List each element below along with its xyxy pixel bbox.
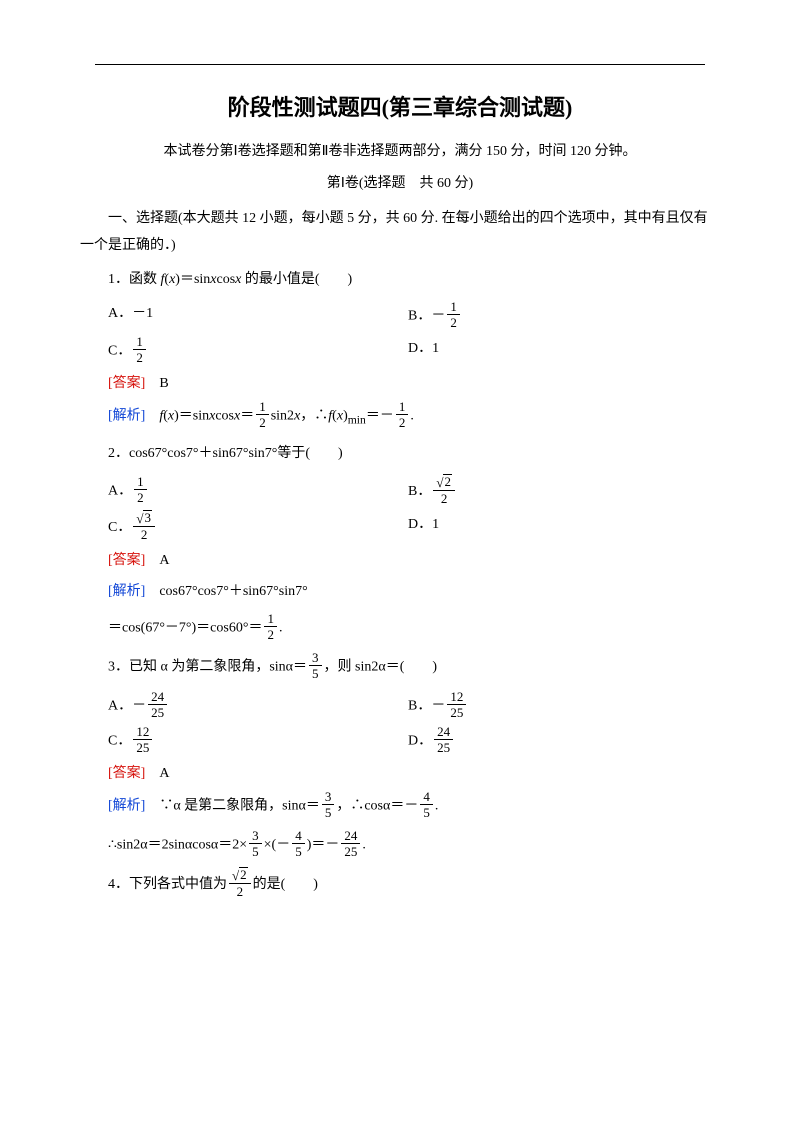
q3-optD: D．2425 [408, 727, 668, 756]
q3-explain2: ∴sin2α＝2sinαcosα＝2×35×(－45)＝－2425. [108, 831, 720, 860]
q2-options-row1: A．12 B．22 [108, 477, 720, 507]
q2-answer: [答案] A [108, 549, 720, 569]
q3-optB: B．－1225 [408, 692, 668, 721]
q1-optB: B．－12 [408, 302, 668, 331]
q1-fx: f [161, 272, 165, 287]
q3-explain1: [解析] ∵α 是第二象限角，sinα＝35，∴cosα＝－45. [108, 792, 720, 821]
q1-optC: C．12 [108, 337, 408, 366]
q1-stem: 1．函数 f(x)＝sinxcosx 的最小值是( ) [108, 267, 720, 292]
q2-options-row2: C．32 D．1 [108, 513, 720, 543]
q1-optA: A．－1 [108, 302, 408, 331]
q2-stem: 2．cos67°cos7°＋sin67°sin7°等于( ) [108, 441, 720, 466]
q4-stem: 4．下列各式中值为22的是( ) [108, 870, 720, 900]
q1-stem-pre: 1．函数 [108, 272, 161, 287]
q1-optD: D．1 [408, 337, 668, 366]
q2-explain1: [解析] cos67°cos7°＋sin67°sin7° [108, 579, 720, 604]
exam-intro: 本试卷分第Ⅰ卷选择题和第Ⅱ卷非选择题两部分，满分 150 分，时间 120 分钟… [80, 140, 720, 160]
section-header: 第Ⅰ卷(选择题 共 60 分) [80, 172, 720, 192]
q3-options-row2: C．1225 D．2425 [108, 727, 720, 756]
q3-optC: C．1225 [108, 727, 408, 756]
q1-answer: [答案] B [108, 372, 720, 392]
q2-optC: C．32 [108, 513, 408, 543]
explain-label: [解析] [108, 409, 145, 424]
q3-optA: A．－2425 [108, 692, 408, 721]
q1-explain: [解析] f(x)＝sinxcosx＝12sin2x，∴f(x)min＝－12. [108, 402, 720, 431]
page-title: 阶段性测试题四(第三章综合测试题) [80, 90, 720, 122]
section-instructions: 一、选择题(本大题共 12 小题，每小题 5 分，共 60 分. 在每小题给出的… [80, 206, 720, 259]
q2-optB: B．22 [408, 477, 668, 507]
q3-answer: [答案] A [108, 762, 720, 782]
q2-optD: D．1 [408, 513, 668, 543]
q3-stem: 3．已知 α 为第二象限角，sinα＝35，则 sin2α＝( ) [108, 653, 720, 682]
q2-optA: A．12 [108, 477, 408, 507]
top-rule [95, 64, 705, 65]
answer-label: [答案] [108, 376, 145, 391]
q3-options-row1: A．－2425 B．－1225 [108, 692, 720, 721]
q2-explain2: ＝cos(67°－7°)＝cos60°＝12. [108, 614, 720, 643]
q1-options-row1: A．－1 B．－12 [108, 302, 720, 331]
q1-options-row2: C．12 D．1 [108, 337, 720, 366]
q1-stem-post: 的最小值是( ) [241, 272, 352, 287]
